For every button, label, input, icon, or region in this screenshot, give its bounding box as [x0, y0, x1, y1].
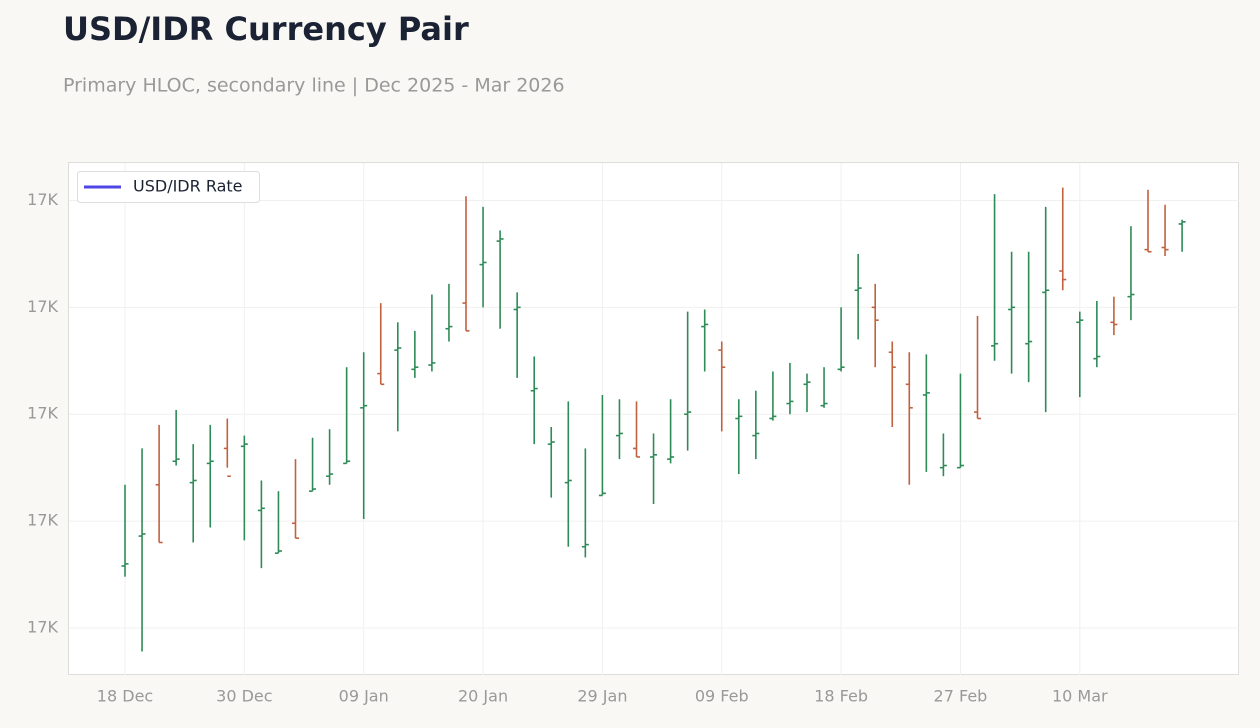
y-tick-label: 17K — [27, 617, 58, 636]
legend-label: USD/IDR Rate — [133, 177, 243, 196]
x-tick-label: 09 Feb — [695, 687, 749, 706]
plot-area — [68, 162, 1239, 675]
y-tick-label: 17K — [27, 404, 58, 423]
y-tick-label: 17K — [27, 190, 58, 209]
x-tick-label: 29 Jan — [577, 687, 627, 706]
chart-title: USD/IDR Currency Pair — [63, 10, 469, 48]
x-tick-label: 18 Feb — [814, 687, 868, 706]
legend-box — [77, 171, 260, 203]
x-tick-label: 18 Dec — [97, 687, 153, 706]
x-tick-label: 30 Dec — [216, 687, 272, 706]
x-tick-label: 10 Mar — [1052, 687, 1108, 706]
y-tick-label: 17K — [27, 511, 58, 530]
chart-subtitle: Primary HLOC, secondary line | Dec 2025 … — [63, 75, 565, 97]
x-tick-label: 09 Jan — [339, 687, 389, 706]
x-tick-label: 27 Feb — [934, 687, 988, 706]
y-tick-label: 17K — [27, 297, 58, 316]
x-tick-label: 20 Jan — [458, 687, 508, 706]
